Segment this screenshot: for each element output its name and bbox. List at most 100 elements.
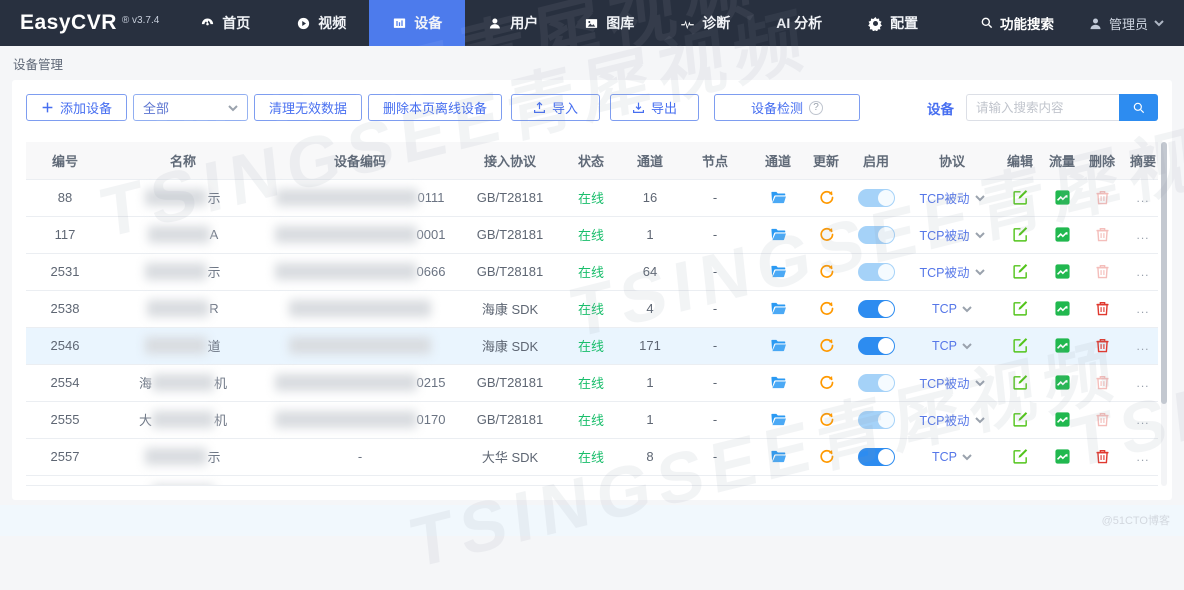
nav-item-gallery[interactable]: 图库 [561,0,657,46]
refresh-icon[interactable] [818,300,835,317]
stream-protocol-dropdown[interactable]: TCP [932,302,972,316]
table-row[interactable]: 117 A 0001 GB/T28181 在线 1 - TCP被动 [26,216,1158,254]
delete-icon[interactable] [1094,226,1111,243]
enable-toggle[interactable] [857,225,895,244]
nav-item-settings[interactable]: 配置 [845,0,941,46]
stream-protocol-dropdown[interactable]: TCP被动 [919,262,985,281]
col-code: 设备编码 [262,142,458,180]
more-button[interactable]: ... [1136,228,1150,242]
refresh-icon[interactable] [818,189,835,206]
nav-item-diagnosis[interactable]: 诊断 [657,0,753,46]
add-device-button[interactable]: 添加设备 [26,94,128,121]
traffic-icon[interactable] [1054,374,1071,391]
nav-item-ai[interactable]: AI 分析 [753,0,845,46]
refresh-icon[interactable] [818,337,835,354]
nav-item-user[interactable]: 用户 [465,0,561,46]
table-row[interactable] [26,475,1158,485]
stream-protocol-dropdown[interactable]: TCP [932,339,972,353]
refresh-icon[interactable] [818,411,835,428]
refresh-icon[interactable] [818,448,835,465]
help-icon[interactable]: ? [809,100,824,115]
delete-icon[interactable] [1094,448,1111,465]
table-row[interactable]: 2557 示 - 大华 SDK 在线 8 - TCP [26,438,1158,476]
traffic-icon[interactable] [1054,189,1071,206]
enable-toggle[interactable] [857,484,895,485]
table-scrollbar-thumb[interactable] [1161,142,1167,404]
table-row[interactable]: 2546 道 海康 SDK 在线 171 - TCP [26,327,1158,365]
traffic-icon[interactable] [1054,448,1071,465]
device-detect-button[interactable]: 设备检测 ? [714,94,861,121]
delete-icon[interactable] [1094,337,1111,354]
folder-icon[interactable] [770,300,787,317]
delete-icon[interactable] [1094,300,1111,317]
search-input[interactable] [966,94,1119,121]
delete-icon[interactable] [1094,189,1111,206]
edit-icon[interactable] [1012,448,1029,465]
traffic-icon[interactable] [1054,411,1071,428]
traffic-icon[interactable] [1054,263,1071,280]
stream-protocol-dropdown[interactable]: TCP被动 [919,188,985,207]
enable-toggle[interactable] [857,336,895,355]
more-button[interactable]: ... [1136,265,1150,279]
enable-toggle[interactable] [857,410,895,429]
edit-icon[interactable] [1012,337,1029,354]
nav-item-home[interactable]: 首页 [177,0,273,46]
more-button[interactable]: ... [1136,339,1150,353]
stream-protocol-dropdown[interactable]: TCP被动 [919,373,985,392]
edit-icon[interactable] [1012,263,1029,280]
enable-toggle[interactable] [857,299,895,318]
more-button[interactable]: ... [1136,191,1150,205]
channel-browse-cell [750,364,806,402]
refresh-icon[interactable] [818,226,835,243]
folder-icon[interactable] [770,374,787,391]
refresh-icon[interactable] [818,263,835,280]
table-row[interactable]: 88 示 0111 GB/T28181 在线 16 - TCP被动 [26,179,1158,217]
traffic-cell [1042,364,1082,402]
traffic-icon[interactable] [1054,300,1071,317]
refresh-icon[interactable] [818,374,835,391]
folder-icon[interactable] [770,226,787,243]
stream-protocol-dropdown[interactable]: TCP [932,450,972,464]
delete-offline-button[interactable]: 删除本页离线设备 [368,94,503,121]
folder-icon[interactable] [770,411,787,428]
folder-icon[interactable] [770,189,787,206]
traffic-icon[interactable] [1054,226,1071,243]
more-button[interactable]: ... [1136,413,1150,427]
edit-icon[interactable] [1012,300,1029,317]
edit-icon[interactable] [1012,411,1029,428]
enable-toggle[interactable] [857,188,895,207]
enable-toggle[interactable] [857,262,895,281]
filter-select[interactable]: 全部 [133,94,249,121]
delete-icon[interactable] [1094,263,1111,280]
function-search[interactable]: 功能搜索 [980,13,1054,33]
traffic-icon[interactable] [1054,337,1071,354]
export-button[interactable]: 导出 [610,94,700,121]
folder-icon[interactable] [770,448,787,465]
import-button[interactable]: 导入 [511,94,601,121]
nav-item-video[interactable]: 视频 [273,0,369,46]
edit-icon[interactable] [1012,226,1029,243]
search-button[interactable] [1119,94,1158,121]
edit-icon[interactable] [1012,374,1029,391]
stream-protocol-dropdown[interactable]: TCP被动 [919,225,985,244]
user-menu[interactable]: 管理员 [1088,14,1164,33]
enable-toggle[interactable] [857,447,895,466]
device-name: 示 [104,179,262,217]
enable-toggle[interactable] [857,373,895,392]
table-scrollbar-track[interactable] [1161,142,1167,486]
folder-icon[interactable] [770,263,787,280]
clean-invalid-button[interactable]: 清理无效数据 [254,94,363,121]
more-button[interactable]: ... [1136,450,1150,464]
more-button[interactable]: ... [1136,376,1150,390]
nav-item-device[interactable]: 设备 [369,0,466,46]
delete-icon[interactable] [1094,374,1111,391]
more-button[interactable]: ... [1136,302,1150,316]
table-row[interactable]: 2538 R 海康 SDK 在线 4 - TCP [26,290,1158,328]
folder-icon[interactable] [770,337,787,354]
table-row[interactable]: 2531 示 0666 GB/T28181 在线 64 - TCP被动 [26,253,1158,291]
delete-icon[interactable] [1094,411,1111,428]
edit-icon[interactable] [1012,189,1029,206]
table-row[interactable]: 2555 大机 0170 GB/T28181 在线 1 - TCP被动 [26,401,1158,439]
stream-protocol-dropdown[interactable]: TCP被动 [919,410,985,429]
table-row[interactable]: 2554 海机 0215 GB/T28181 在线 1 - TCP被动 [26,364,1158,402]
